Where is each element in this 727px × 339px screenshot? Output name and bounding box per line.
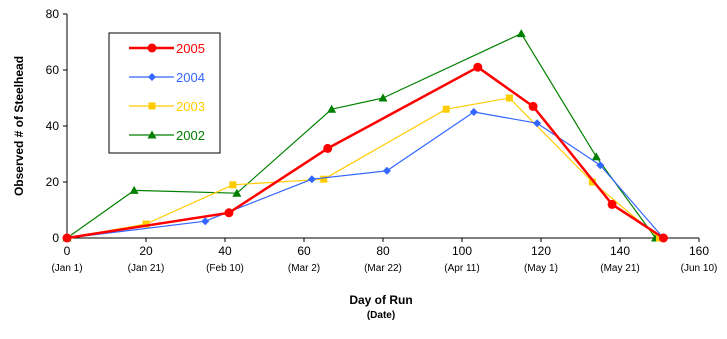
x-tick-date-label: (Jun 10) bbox=[681, 263, 718, 274]
legend-label: 2003 bbox=[176, 99, 205, 114]
x-tick-date-label: (Apr 11) bbox=[444, 263, 479, 274]
data-point-2003 bbox=[142, 220, 150, 228]
x-tick-date-label: (Jan 1) bbox=[51, 263, 82, 274]
legend-label: 2002 bbox=[176, 128, 205, 143]
legend-marker bbox=[148, 102, 156, 110]
data-point-2003 bbox=[442, 105, 450, 113]
x-tick-date-label: (Feb 10) bbox=[206, 263, 244, 274]
x-tick-label: 60 bbox=[297, 244, 311, 258]
data-point-2003 bbox=[505, 94, 513, 102]
data-point-2004 bbox=[201, 217, 210, 226]
x-tick-label: 100 bbox=[452, 244, 472, 258]
x-tick-date-label: (Jan 21) bbox=[128, 263, 165, 274]
legend-marker bbox=[148, 73, 156, 81]
data-point-2003 bbox=[588, 178, 596, 186]
data-point-2002 bbox=[378, 93, 388, 102]
x-tick-date-label: (Mar 22) bbox=[364, 263, 402, 274]
series-layer bbox=[62, 29, 668, 243]
data-point-2005 bbox=[224, 208, 234, 218]
legend: 2005 2004 2003 2002 bbox=[108, 32, 221, 154]
x-tick-date-label: (May 21) bbox=[600, 263, 639, 274]
legend-item-2005: 2005 bbox=[129, 41, 205, 56]
x-tick-label: 120 bbox=[531, 244, 551, 258]
data-point-2004 bbox=[382, 166, 391, 175]
legend-box bbox=[108, 32, 221, 154]
legend-label: 2005 bbox=[176, 41, 205, 56]
data-point-2005 bbox=[323, 143, 333, 153]
y-tick-label: 60 bbox=[46, 63, 60, 77]
data-point-2002 bbox=[232, 188, 242, 197]
axes: 0 20 40 60 80 0 (Jan 1) 20 (Jan 21) 40 (Feb 10) 60 (… bbox=[46, 7, 718, 274]
y-axis-title: Observed # of Steelhead bbox=[12, 56, 26, 196]
x-tick-label: 80 bbox=[376, 244, 390, 258]
data-point-2005 bbox=[62, 233, 72, 243]
series-2005 bbox=[62, 62, 668, 243]
data-point-2005 bbox=[473, 62, 483, 72]
data-point-2003 bbox=[229, 181, 237, 189]
data-point-2004 bbox=[469, 108, 478, 116]
legend-marker bbox=[147, 43, 157, 53]
data-point-2002 bbox=[129, 185, 139, 194]
x-tick-date-label: (May 1) bbox=[524, 263, 558, 274]
legend-marker bbox=[147, 130, 157, 139]
y-tick-label: 80 bbox=[46, 7, 60, 21]
data-point-2002 bbox=[591, 152, 601, 161]
data-point-2002 bbox=[516, 29, 526, 38]
x-tick-date-label: (Mar 2) bbox=[288, 263, 320, 274]
x-tick-label: 0 bbox=[64, 244, 71, 258]
data-point-2002 bbox=[327, 104, 337, 113]
data-point-2004 bbox=[307, 175, 316, 184]
legend-item-2003: 2003 bbox=[129, 99, 205, 114]
data-point-2004 bbox=[533, 119, 542, 128]
y-tick-label: 0 bbox=[52, 231, 59, 245]
series-line-2002 bbox=[66, 32, 657, 239]
legend-item-2004: 2004 bbox=[129, 70, 205, 85]
y-tick-label: 40 bbox=[46, 119, 60, 133]
x-axis-subtitle: (Date) bbox=[367, 310, 395, 321]
x-tick-label: 140 bbox=[610, 244, 630, 258]
data-point-2005 bbox=[607, 199, 617, 209]
data-point-2005 bbox=[658, 233, 668, 243]
y-tick-label: 20 bbox=[46, 175, 60, 189]
data-point-2004 bbox=[596, 161, 605, 170]
legend-label: 2004 bbox=[176, 70, 205, 85]
x-tick-label: 40 bbox=[218, 244, 232, 258]
x-axis-title: Day of Run bbox=[349, 293, 412, 307]
x-tick-label: 160 bbox=[689, 244, 709, 258]
series-line-2003 bbox=[66, 97, 660, 239]
x-tick-label: 20 bbox=[139, 244, 153, 258]
legend-item-2002: 2002 bbox=[129, 128, 205, 143]
data-point-2003 bbox=[320, 175, 328, 183]
data-point-2005 bbox=[528, 101, 538, 111]
